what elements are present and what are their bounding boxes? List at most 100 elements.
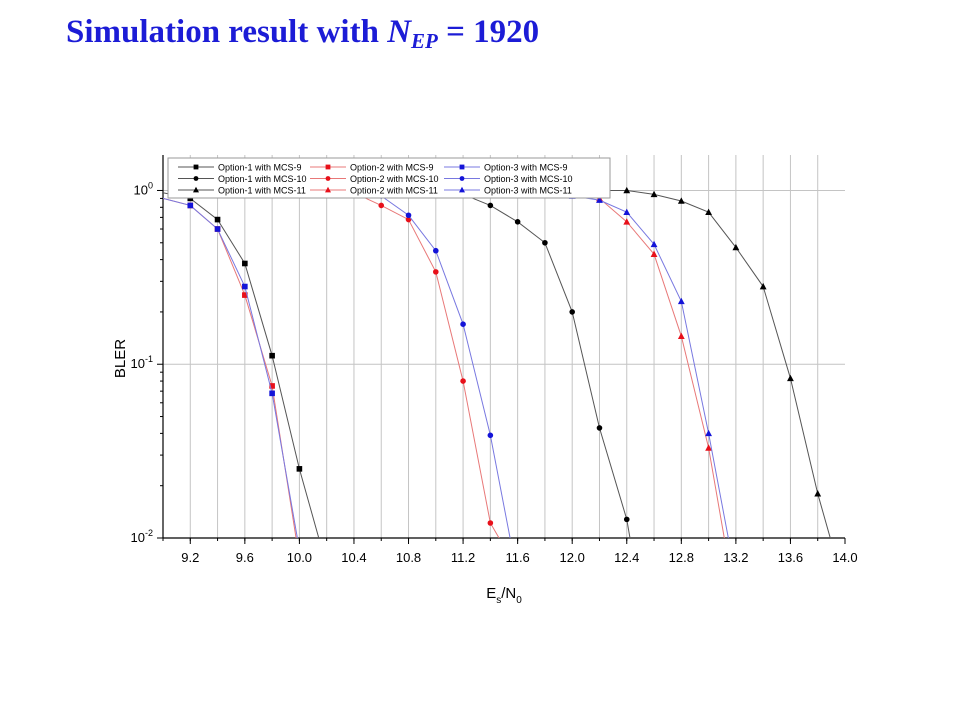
x-tick-label: 11.6 bbox=[505, 550, 529, 565]
legend-marker bbox=[459, 186, 465, 193]
data-point bbox=[487, 432, 494, 439]
legend-marker bbox=[459, 164, 465, 170]
series-line bbox=[353, 192, 500, 538]
series-1 bbox=[163, 192, 320, 538]
legend: Option-1 with MCS-9 Option-2 with MCS-9 Op… bbox=[167, 157, 611, 199]
legend-label: Option-3 with MCS-10 bbox=[484, 174, 573, 184]
legend-label: Option-3 with MCS-9 bbox=[484, 163, 568, 173]
title-subscript: EP bbox=[411, 29, 438, 53]
x-tick-label: 14.0 bbox=[832, 550, 857, 565]
x-tick-label: 10.8 bbox=[396, 550, 421, 565]
legend-marker bbox=[193, 186, 199, 193]
data-point bbox=[623, 186, 631, 194]
x-axis-title: Es/N0 bbox=[486, 585, 522, 606]
series-9 bbox=[568, 192, 729, 538]
x-tick-label: 10.4 bbox=[341, 550, 366, 565]
data-point bbox=[187, 202, 194, 209]
data-point bbox=[460, 321, 466, 327]
y-tick-label: 10-1 bbox=[131, 354, 153, 371]
data-point bbox=[596, 425, 603, 431]
y-axis-title: BLER bbox=[112, 339, 129, 378]
x-tick-label: 12.0 bbox=[560, 550, 585, 565]
legend-label: Option-2 with MCS-10 bbox=[350, 174, 439, 184]
series-line bbox=[353, 191, 511, 538]
data-point bbox=[269, 352, 275, 359]
data-point bbox=[214, 216, 221, 223]
data-point bbox=[214, 226, 221, 232]
data-point bbox=[677, 197, 685, 204]
data-point bbox=[759, 282, 767, 290]
y-tick-label: 10-2 bbox=[131, 528, 153, 545]
series-line bbox=[163, 197, 298, 538]
data-point bbox=[242, 283, 248, 290]
x-tick-label: 9.6 bbox=[236, 550, 254, 565]
x-tick-label: 9.2 bbox=[181, 550, 199, 565]
x-tick-label: 11.2 bbox=[451, 550, 475, 565]
legend-label: Option-1 with MCS-11 bbox=[218, 186, 306, 196]
data-point bbox=[269, 390, 275, 397]
data-point bbox=[487, 202, 494, 209]
data-point bbox=[269, 383, 275, 389]
data-point bbox=[623, 218, 631, 225]
series-3 bbox=[163, 197, 298, 538]
data-point bbox=[296, 466, 303, 472]
title-variable: N bbox=[387, 14, 412, 50]
legend-label: Option-2 with MCS-9 bbox=[350, 163, 434, 173]
legend-label: Option-3 with MCS-11 bbox=[484, 186, 572, 196]
data-point bbox=[487, 520, 494, 526]
data-point bbox=[596, 196, 603, 203]
data-point bbox=[787, 374, 794, 382]
series-line bbox=[572, 195, 729, 538]
data-point bbox=[405, 212, 412, 219]
series-line bbox=[572, 192, 725, 538]
data-point bbox=[677, 297, 685, 305]
data-point bbox=[650, 250, 658, 257]
title-suffix: = 1920 bbox=[437, 14, 540, 50]
legend-label: Option-1 with MCS-10 bbox=[218, 174, 307, 184]
data-point bbox=[623, 208, 631, 215]
series-line bbox=[163, 192, 320, 538]
data-point bbox=[814, 490, 822, 497]
legend-marker bbox=[325, 186, 331, 193]
legend-box bbox=[167, 157, 611, 199]
data-point bbox=[569, 309, 575, 315]
slide-title: Simulation result with NEP = 1920 bbox=[66, 14, 539, 54]
data-point bbox=[732, 243, 740, 251]
legend-marker bbox=[459, 176, 465, 181]
legend-marker bbox=[325, 176, 331, 181]
title-prefix: Simulation result with bbox=[66, 14, 388, 50]
data-point bbox=[705, 444, 712, 451]
series-2 bbox=[163, 197, 297, 538]
legend-marker bbox=[325, 164, 331, 170]
legend-marker bbox=[193, 176, 199, 181]
data-point bbox=[677, 332, 685, 339]
x-tick-label: 12.8 bbox=[669, 550, 694, 565]
data-point bbox=[705, 208, 712, 215]
x-tick-label: 10.0 bbox=[287, 550, 312, 565]
series-5 bbox=[351, 189, 500, 538]
series-line bbox=[353, 189, 631, 538]
data-point bbox=[650, 240, 658, 248]
x-tick-label: 13.6 bbox=[778, 550, 803, 565]
legend-label: Option-2 with MCS-11 bbox=[350, 186, 438, 196]
series-line bbox=[572, 189, 831, 538]
x-tick-label: 13.2 bbox=[723, 550, 748, 565]
data-point bbox=[623, 516, 630, 523]
data-point bbox=[405, 216, 412, 223]
y-tick-label: 100 bbox=[134, 180, 153, 197]
data-point bbox=[460, 378, 466, 384]
series-4 bbox=[351, 187, 631, 538]
legend-marker bbox=[193, 164, 199, 170]
data-point bbox=[242, 260, 248, 267]
x-tick-label: 12.4 bbox=[614, 550, 639, 565]
series-8 bbox=[568, 189, 725, 538]
data-point bbox=[514, 219, 521, 225]
legend-label: Option-1 with MCS-9 bbox=[218, 163, 302, 173]
series-6 bbox=[351, 189, 511, 538]
series-line bbox=[163, 197, 297, 538]
data-point bbox=[705, 429, 712, 437]
data-point bbox=[433, 269, 439, 275]
data-point bbox=[378, 202, 385, 209]
data-point bbox=[542, 239, 548, 246]
